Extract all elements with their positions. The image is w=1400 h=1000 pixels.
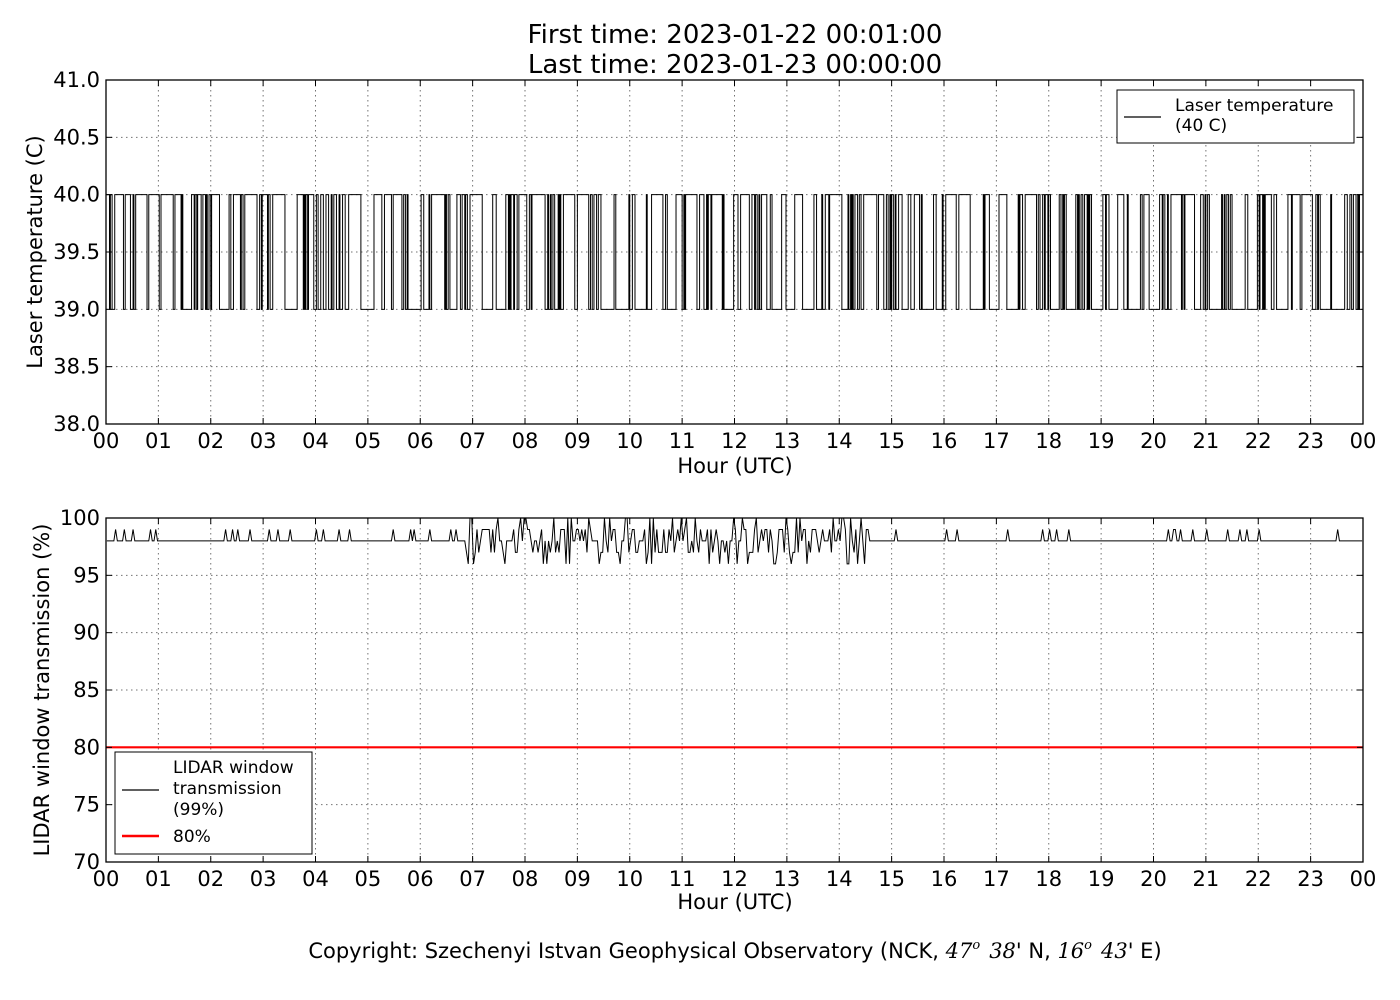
x-tick-label: 07 — [459, 867, 486, 891]
x-tick-label: 16 — [931, 429, 958, 453]
x-tick-label: 19 — [1088, 429, 1115, 453]
y-tick-label: 38.5 — [53, 355, 100, 379]
x-tick-label: 23 — [1297, 429, 1324, 453]
x-tick-label: 10 — [616, 867, 643, 891]
y-tick-label: 39.5 — [53, 240, 100, 264]
laser-temperature-panel: 00 01 02 03 04 05 06 07 08 09 10 11 12 13 14 15 16 17 18 19… — [23, 68, 1376, 478]
x-tick-label: 14 — [826, 867, 853, 891]
laser-temperature-x-axis-label: Hour (UTC) — [677, 454, 792, 478]
longitude-suffix: ' E) — [1128, 939, 1162, 963]
lidar-transmission-x-ticks: 00 01 02 03 04 05 06 07 08 09 10 11 12 13 14 15 16 17 18 19… — [93, 518, 1377, 891]
y-tick-label: 39.0 — [53, 297, 100, 321]
x-tick-label: 05 — [355, 429, 382, 453]
x-tick-label: 07 — [459, 429, 486, 453]
x-tick-label: 00 — [93, 429, 120, 453]
x-tick-label: 00 — [1350, 429, 1377, 453]
x-tick-label: 12 — [721, 867, 748, 891]
x-tick-label: 16 — [931, 867, 958, 891]
x-tick-label: 00 — [93, 867, 120, 891]
lidar-transmission-line — [106, 517, 1363, 565]
laser-temperature-y-ticks: 38.0 38.5 39.0 39.5 40.0 40.5 41.0 — [53, 68, 1363, 436]
y-tick-label: 70 — [73, 850, 100, 874]
legend-label-line-2: (40 C) — [1175, 116, 1227, 136]
legend-label-line-1: Laser temperature — [1175, 96, 1333, 116]
x-tick-label: 08 — [512, 429, 539, 453]
laser-temperature-x-ticks: 00 01 02 03 04 05 06 07 08 09 10 11 12 13 14 15 16 17 18 19… — [93, 80, 1377, 453]
latitude-degrees: 47 — [945, 939, 973, 963]
x-tick-label: 10 — [616, 429, 643, 453]
x-tick-label: 01 — [145, 867, 172, 891]
x-tick-label: 20 — [1140, 429, 1167, 453]
y-tick-label: 40.0 — [53, 183, 100, 207]
laser-temperature-series — [106, 194, 1363, 310]
y-tick-label: 95 — [73, 563, 100, 587]
y-tick-label: 41.0 — [53, 68, 100, 92]
x-tick-label: 06 — [407, 867, 434, 891]
longitude-minutes: 43 — [1100, 939, 1128, 963]
x-tick-label: 13 — [774, 867, 801, 891]
latitude-degree-mark: o — [972, 938, 980, 953]
x-tick-label: 09 — [564, 867, 591, 891]
x-tick-label: 11 — [669, 867, 696, 891]
x-tick-label: 14 — [826, 429, 853, 453]
title-line-2: Last time: 2023-01-23 00:00:00 — [528, 50, 942, 80]
legend-label-line-2: transmission — [173, 779, 282, 799]
x-tick-label: 13 — [774, 429, 801, 453]
x-tick-label: 03 — [250, 429, 277, 453]
latitude-minutes: 38 — [989, 939, 1016, 963]
x-tick-label: 05 — [355, 867, 382, 891]
lidar-transmission-series — [106, 517, 1363, 565]
laser-temperature-legend: Laser temperature (40 C) — [1116, 89, 1355, 144]
y-tick-label: 80 — [73, 735, 100, 759]
x-tick-label: 19 — [1088, 867, 1115, 891]
x-tick-label: 06 — [407, 429, 434, 453]
laser-temperature-y-axis-label: Laser temperature (C) — [23, 135, 47, 368]
x-tick-label: 22 — [1245, 429, 1272, 453]
x-tick-label: 09 — [564, 429, 591, 453]
x-tick-label: 20 — [1140, 867, 1167, 891]
x-tick-label: 18 — [1035, 429, 1062, 453]
x-tick-label: 04 — [302, 867, 329, 891]
y-tick-label: 40.5 — [53, 125, 100, 149]
legend-label-line-1: LIDAR window — [173, 758, 294, 778]
y-tick-label: 85 — [73, 678, 100, 702]
x-tick-label: 03 — [250, 867, 277, 891]
x-tick-label: 02 — [197, 429, 224, 453]
x-tick-label: 22 — [1245, 867, 1272, 891]
copyright-prefix: Copyright: Szechenyi Istvan Geophysical … — [308, 939, 945, 963]
x-tick-label: 02 — [197, 867, 224, 891]
legend-label-line-3: (99%) — [173, 800, 224, 820]
lidar-transmission-y-ticks: 70 75 80 85 90 95 100 — [60, 506, 1363, 874]
x-tick-label: 21 — [1193, 867, 1220, 891]
y-tick-label: 100 — [60, 506, 100, 530]
x-tick-label: 04 — [302, 429, 329, 453]
lidar-transmission-x-axis-label: Hour (UTC) — [677, 890, 792, 914]
lidar-transmission-y-axis-label: LIDAR window transmission (%) — [30, 524, 54, 857]
y-tick-label: 90 — [73, 621, 100, 645]
x-tick-label: 15 — [878, 429, 905, 453]
x-tick-label: 23 — [1297, 867, 1324, 891]
x-tick-label: 12 — [721, 429, 748, 453]
x-tick-label: 18 — [1035, 867, 1062, 891]
x-tick-label: 15 — [878, 867, 905, 891]
x-tick-label: 01 — [145, 429, 172, 453]
y-tick-label: 75 — [73, 793, 100, 817]
x-tick-label: 21 — [1193, 429, 1220, 453]
y-tick-label: 38.0 — [53, 412, 100, 436]
latitude-suffix: ' N, — [1016, 939, 1058, 963]
longitude-degree-mark: o — [1084, 938, 1092, 953]
copyright-text: Copyright: Szechenyi Istvan Geophysical … — [308, 938, 1161, 963]
lidar-transmission-legend: LIDAR window transmission (99%) 80% — [114, 751, 313, 855]
x-tick-label: 08 — [512, 867, 539, 891]
x-tick-label: 17 — [983, 867, 1010, 891]
x-tick-label: 11 — [669, 429, 696, 453]
legend-label-threshold: 80% — [173, 827, 211, 847]
title-line-1: First time: 2023-01-22 00:01:00 — [528, 20, 943, 50]
x-tick-label: 00 — [1350, 867, 1377, 891]
laser-temperature-line — [106, 194, 1363, 310]
x-tick-label: 17 — [983, 429, 1010, 453]
lidar-transmission-panel: 00 01 02 03 04 05 06 07 08 09 10 11 12 13 14 15 16 17 18 19… — [30, 506, 1376, 914]
longitude-degrees: 16 — [1057, 939, 1084, 963]
